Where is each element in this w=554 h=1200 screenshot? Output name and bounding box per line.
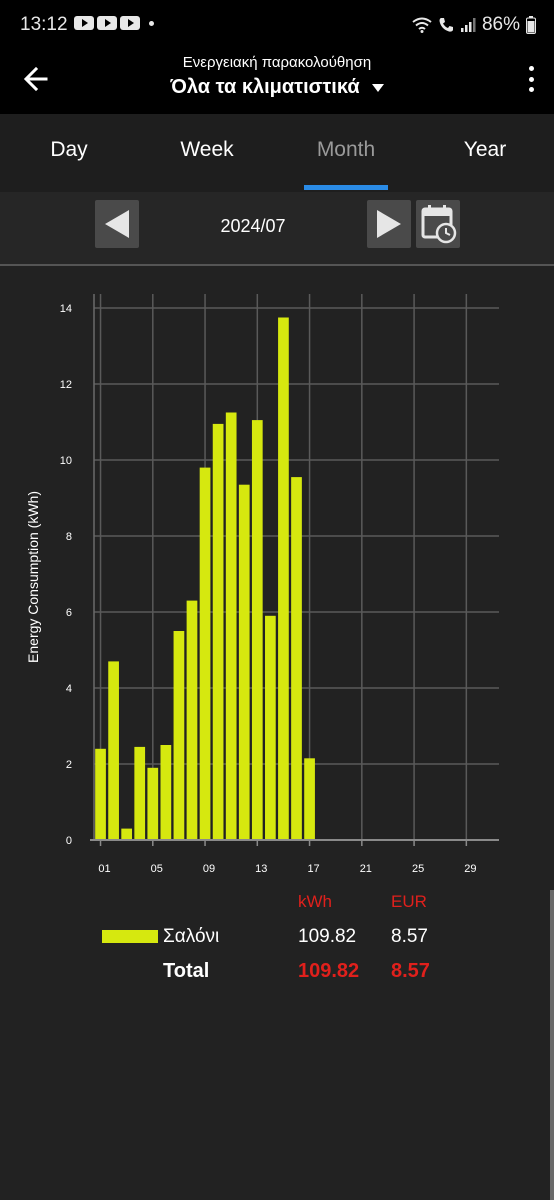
x-tick-label: 09 <box>203 863 215 875</box>
bar-day-7 <box>173 631 185 840</box>
bar-day-8 <box>186 600 198 840</box>
bar-day-10 <box>212 423 224 840</box>
status-time: 13:12 <box>20 14 68 35</box>
calendar-button[interactable] <box>416 200 460 248</box>
bar-day-15 <box>278 317 289 840</box>
signal-icon <box>460 18 476 32</box>
battery-icon <box>526 16 536 34</box>
bar-day-11 <box>225 412 237 840</box>
app-bar: Ενεργειακή παρακολούθηση Όλα τα κλιματισ… <box>0 52 554 114</box>
triangle-left-icon <box>105 210 129 238</box>
call-icon <box>439 18 453 32</box>
total-eur-value: 8.57 <box>391 960 430 982</box>
eur-column-header: EUR <box>391 892 427 911</box>
y-tick-label: 4 <box>66 683 72 695</box>
device-eur-value: 8.57 <box>391 926 428 947</box>
app-subtitle: Ενεργειακή παρακολούθηση <box>182 54 372 71</box>
y-tick-label: 6 <box>66 607 72 619</box>
y-tick-label: 8 <box>66 531 72 543</box>
bar-day-6 <box>160 745 172 840</box>
y-tick-label: 10 <box>60 455 72 467</box>
bar-day-16 <box>291 477 302 840</box>
bar-day-1 <box>95 748 106 840</box>
legend-swatch <box>102 930 158 943</box>
y-tick-label: 2 <box>66 759 72 771</box>
tab-month[interactable]: Month <box>316 138 376 161</box>
x-tick-label: 21 <box>360 863 372 875</box>
energy-chart: 0 2 4 6 8 10 12 14 01 05 09 13 17 21 25 29 Energy Cons… <box>25 294 499 875</box>
consumption-summary: kWh EUR Σαλόνι 109.82 8.57 Total 109.82 … <box>0 880 554 1000</box>
tab-year[interactable]: Year <box>463 138 507 161</box>
battery-level: 86% <box>481 14 520 35</box>
bar-day-2 <box>108 661 119 840</box>
bar-day-14 <box>265 615 276 840</box>
wifi-icon <box>412 17 432 33</box>
bar-day-4 <box>134 746 146 840</box>
period-tabs: Day Week Month Year <box>0 114 554 192</box>
calendar-clock-icon <box>421 205 457 244</box>
chart-bars <box>95 317 315 840</box>
chevron-down-icon <box>371 83 384 92</box>
period-navigator: 2024/07 <box>0 192 554 266</box>
y-axis-ticks: 0 2 4 6 8 10 12 14 <box>60 303 72 847</box>
triangle-right-icon <box>377 210 401 238</box>
scrollbar[interactable] <box>550 890 554 1200</box>
device-selector[interactable]: Όλα τα κλιματιστικά <box>0 76 554 99</box>
notification-icons <box>74 16 154 30</box>
legend-device-name: Σαλόνι <box>163 926 220 947</box>
more-vert-icon[interactable] <box>528 66 534 92</box>
youtube-icon <box>120 16 140 30</box>
x-tick-label: 17 <box>307 863 319 875</box>
bar-day-3 <box>121 828 133 840</box>
period-label: 2024/07 <box>220 216 286 236</box>
device-kwh-value: 109.82 <box>298 926 357 947</box>
x-tick-label: 05 <box>151 863 163 875</box>
x-tick-label: 13 <box>255 863 267 875</box>
more-notifications-icon <box>149 20 154 26</box>
y-tick-label: 12 <box>60 379 72 391</box>
arrow-left-icon[interactable] <box>22 64 52 94</box>
bar-day-9 <box>199 467 211 840</box>
active-tab-indicator <box>304 185 388 190</box>
tab-day[interactable]: Day <box>50 138 88 161</box>
bar-day-13 <box>251 420 263 840</box>
x-tick-label: 25 <box>412 863 424 875</box>
bar-day-12 <box>238 484 250 840</box>
y-tick-label: 0 <box>66 835 72 847</box>
device-selector-label: Όλα τα κλιματιστικά <box>170 76 360 98</box>
x-axis-ticks: 01 05 09 13 17 21 25 29 <box>98 840 476 875</box>
status-bar: 13:12 86% <box>0 0 554 52</box>
y-axis-label: Energy Consumption (kWh) <box>25 491 41 663</box>
y-tick-label: 14 <box>60 303 72 315</box>
next-period-button[interactable] <box>367 200 411 248</box>
kwh-column-header: kWh <box>298 892 332 911</box>
tab-week[interactable]: Week <box>180 138 234 161</box>
status-right: 86% <box>412 14 536 36</box>
total-kwh-value: 109.82 <box>298 960 360 982</box>
x-tick-label: 29 <box>464 863 476 875</box>
x-tick-label: 01 <box>98 863 110 875</box>
previous-period-button[interactable] <box>95 200 139 248</box>
youtube-icon <box>74 16 94 30</box>
bar-day-5 <box>147 767 159 840</box>
youtube-icon <box>97 16 117 30</box>
total-label: Total <box>163 960 210 982</box>
bar-day-17 <box>304 758 315 840</box>
